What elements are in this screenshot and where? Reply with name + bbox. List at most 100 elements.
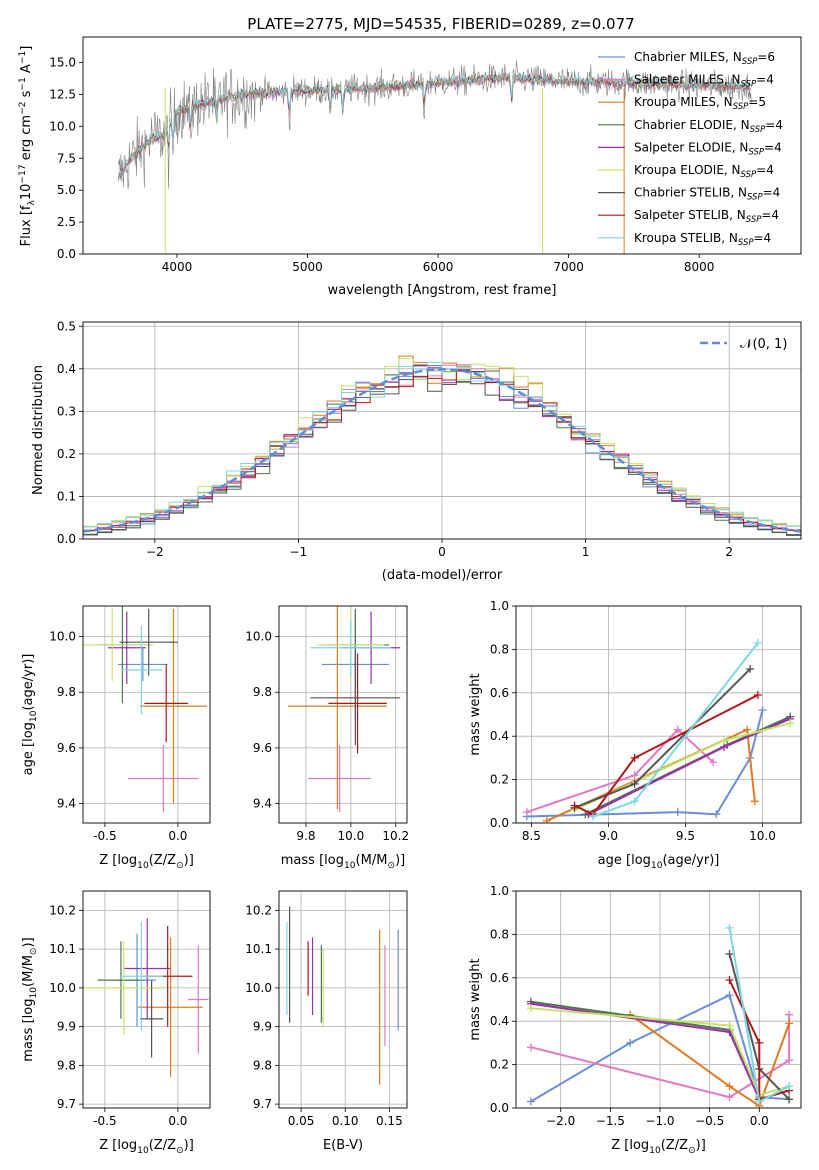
plot-area xyxy=(83,918,209,1077)
y-axis-label-part: s xyxy=(19,90,34,101)
plot-area xyxy=(526,923,794,1108)
panel-mass-vs-ebv: 0.05 0.10 0.15 9.7 9.8 9.9 10.0 10.1 10.2 E(B-V) xyxy=(245,890,408,1153)
x-axis-label-part: 10 xyxy=(651,861,663,871)
legend-label-salpeter_stelib: Salpeter STELIB, NSSP=4 xyxy=(634,208,779,225)
y-tick-label: 1.0 xyxy=(490,599,509,613)
weight-marker-chabrier_miles xyxy=(526,1097,535,1106)
normal-curve-line xyxy=(83,368,801,533)
weight-line-kroupa_elodie xyxy=(530,1007,790,1097)
x-tick-label: 9.8 xyxy=(296,829,315,843)
legend-sub: SSP xyxy=(741,80,757,90)
x-tick-label: 10.0 xyxy=(749,829,776,843)
y-tick-label: 9.9 xyxy=(253,1020,272,1034)
x-tick-label: 5000 xyxy=(292,260,323,274)
y-axis-label-part: −1 xyxy=(18,77,28,90)
y-tick-label: 9.8 xyxy=(253,1058,272,1072)
weight-marker-salpeter_miles xyxy=(709,758,718,767)
y-axis-label-part: −17 xyxy=(18,164,28,183)
x-tick-label: −2 xyxy=(146,545,164,559)
weight-marker-kroupa_stelib xyxy=(725,923,734,932)
x-axis-label: wavelength [Angstrom, rest frame] xyxy=(328,283,557,298)
y-axis-label-part: 10 xyxy=(29,987,39,999)
y-axis-label: Flux [fλ10−17 erg cm−2 s−1 A−1] xyxy=(18,46,37,247)
weight-marker-kroupa_elodie xyxy=(719,736,728,745)
x-axis-label: (data-model)/error xyxy=(382,568,503,583)
x-axis-label: mass [log10(M/M⊙)] xyxy=(281,853,405,871)
y-tick-label: 0.8 xyxy=(490,642,509,656)
legend-sub: SSP xyxy=(738,238,754,248)
legend-eq: =4 xyxy=(754,231,772,245)
x-tick-label: 10.2 xyxy=(382,829,409,843)
x-tick-label: 4000 xyxy=(162,260,193,274)
x-axis-label-part: )] xyxy=(696,1138,706,1153)
y-axis-label-part: 10 xyxy=(19,184,34,201)
spectrum-model-line-chabrier_miles xyxy=(117,74,751,180)
legend-eq: =4 xyxy=(763,186,781,200)
x-axis-label-part: Z [log xyxy=(611,1138,649,1153)
y-tick-label: 12.5 xyxy=(49,87,76,101)
legend-text: Chabrier STELIB, N xyxy=(634,186,747,200)
legend-eq: =4 xyxy=(756,163,774,177)
weight-marker-kroupa_stelib xyxy=(755,1097,764,1106)
y-tick-label: 15.0 xyxy=(49,56,76,70)
weight-marker-salpeter_miles xyxy=(526,1043,535,1052)
y-axis-label-part: (M/M xyxy=(21,955,36,987)
x-axis-label-part: (Z/Z xyxy=(149,1138,176,1153)
y-tick-label: 0.3 xyxy=(57,404,76,418)
x-axis-label-part: Z [log xyxy=(99,1138,137,1153)
x-tick-label: 0.0 xyxy=(750,1114,769,1128)
axes-frame xyxy=(82,890,211,1109)
legend-text: Salpeter ELODIE, N xyxy=(634,140,748,154)
weight-marker-kroupa_stelib xyxy=(589,812,598,821)
weight-marker-kroupa_miles xyxy=(725,1082,734,1091)
legend-eq: =4 xyxy=(761,208,779,222)
y-axis-label-part: )] xyxy=(21,937,36,947)
y-axis-label-part: 10 xyxy=(29,710,39,722)
x-axis-label-part: ⊙ xyxy=(176,1146,184,1156)
axes-frame xyxy=(278,605,408,824)
panel-spectrum: 4000 5000 6000 7000 8000 0.0 2.5 5.0 7.5 10.0 12.5… xyxy=(18,36,802,298)
y-axis-label-part: erg cm xyxy=(19,115,34,164)
y-tick-label: 0.6 xyxy=(490,971,509,985)
y-axis-label-part: −1 xyxy=(18,51,28,64)
weight-line-salpeter_elodie xyxy=(587,717,791,816)
y-tick-label: 0.1 xyxy=(57,489,76,503)
weight-marker-salpeter_miles xyxy=(630,771,639,780)
x-tick-label: −0.5 xyxy=(695,1114,724,1128)
x-axis-label-part: )] xyxy=(184,853,194,868)
x-axis-label-part: ⊙ xyxy=(176,861,184,871)
weight-marker-salpeter_stelib xyxy=(725,975,734,984)
y-tick-label: 10.0 xyxy=(49,119,76,133)
x-tick-label: −1.0 xyxy=(645,1114,674,1128)
legend-text: Kroupa ELODIE, N xyxy=(634,163,741,177)
x-axis-label: Z [log10(Z/Z⊙)] xyxy=(99,853,194,871)
x-tick-label: 0.0 xyxy=(168,829,187,843)
weight-marker-chabrier_stelib xyxy=(725,949,734,958)
weight-marker-salpeter_miles xyxy=(522,808,531,817)
x-tick-label: 0.15 xyxy=(376,1114,403,1128)
plot-area xyxy=(83,606,208,812)
y-tick-label: 10.0 xyxy=(49,630,76,644)
weight-marker-kroupa_stelib xyxy=(753,638,762,647)
weight-marker-chabrier_miles xyxy=(712,810,721,819)
legend-label-kroupa_elodie: Kroupa ELODIE, NSSP=4 xyxy=(634,163,774,180)
y-axis-label-part: A xyxy=(19,64,34,77)
legend-sub: SSP xyxy=(741,170,757,180)
y-tick-label: 0.0 xyxy=(57,247,76,261)
x-tick-label: −2.0 xyxy=(546,1114,575,1128)
x-axis-label: Z [log10(Z/Z⊙)] xyxy=(611,1138,706,1156)
legend-sub: SSP xyxy=(750,125,766,135)
x-tick-label: 10.0 xyxy=(338,829,365,843)
weight-marker-salpeter_stelib xyxy=(630,753,639,762)
panel-weight-vs-age: 8.5 9.0 9.5 10.0 0.0 0.2 0.4 0.6 0.8 1.0 age [log1… xyxy=(468,599,802,871)
axes-frame xyxy=(515,890,802,1109)
axes-frame xyxy=(82,605,211,824)
y-tick-label: 10.0 xyxy=(245,981,272,995)
x-axis-label: E(B-V) xyxy=(323,1138,363,1153)
weight-marker-kroupa_miles xyxy=(743,725,752,734)
legend-label-chabrier_miles: Chabrier MILES, NSSP=6 xyxy=(634,50,775,67)
y-tick-label: 7.5 xyxy=(57,151,76,165)
histogram-step-kroupa_stelib xyxy=(83,361,801,539)
